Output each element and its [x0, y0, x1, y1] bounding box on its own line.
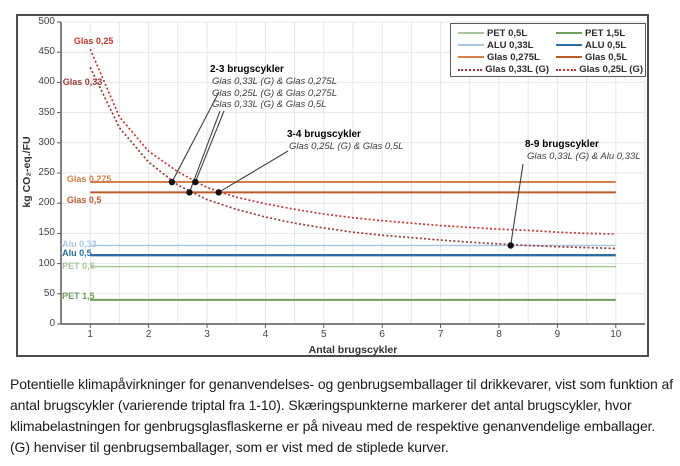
- annotation-line: Glas 0,33L (G) & Glas 0,275L: [212, 76, 337, 87]
- legend-entry-glas033g: Glas 0,33L (G): [451, 64, 549, 76]
- axes: [57, 21, 645, 328]
- series-glas025g: [89, 48, 616, 235]
- legend-entry-glas025g: Glas 0,25L (G): [549, 64, 643, 76]
- y-tick-label: 250: [38, 167, 55, 178]
- series-lines: [89, 48, 616, 301]
- legend-swatch: [556, 44, 582, 47]
- annotation-block: 8-9 brugscykler Glas 0,33L (G) & Alu 0,33…: [525, 139, 641, 163]
- legend-entry-pet15: PET 1,5L: [549, 27, 643, 39]
- intersection-marker: [192, 178, 199, 186]
- x-tick-label: 1: [87, 329, 93, 340]
- y-tick-label: 100: [38, 257, 55, 269]
- legend-entry-glas0275: Glas 0,275L: [451, 51, 549, 63]
- legend-label: PET 1,5L: [585, 27, 626, 39]
- x-axis-title: Antal brugscykler: [308, 344, 398, 356]
- series-label-pet15: PET 1,5: [62, 291, 95, 302]
- legend-label: ALU 0,33L: [487, 39, 534, 51]
- legend-label: Glas 0,275L: [487, 51, 540, 63]
- x-tick-label: 5: [321, 329, 327, 340]
- legend-label: Glas 0,33L (G): [485, 64, 549, 76]
- y-tick-label: 450: [38, 46, 55, 58]
- annotation-line: Glas 0,25L (G) & Glas 0,5L: [289, 141, 404, 152]
- x-tick-label: 2: [145, 329, 152, 340]
- series-label-pet05: PET 0,5: [62, 261, 95, 272]
- annotation-title: 8-9 brugscykler: [525, 139, 599, 150]
- legend-label: Glas 0,5L: [585, 51, 628, 63]
- legend-entry-alu033: ALU 0,33L: [451, 39, 549, 51]
- series-label-alu033: Alu 0,33: [62, 238, 97, 249]
- legend-entry-pet05: PET 0,5L: [451, 27, 549, 39]
- figure-caption: Potentielle klimapåvirkninger for genanv…: [10, 376, 674, 455]
- legend-swatch: [556, 56, 582, 59]
- series-label-glas05: Glas 0,5: [66, 194, 102, 205]
- x-tick-label: 6: [379, 329, 385, 340]
- annotation-block: 3-4 brugscykler Glas 0,25L (G) & Glas 0,5…: [287, 129, 403, 153]
- y-tick-label: 150: [38, 227, 55, 239]
- legend-entry-alu05: ALU 0,5L: [549, 39, 643, 51]
- x-tick-label: 9: [554, 329, 561, 340]
- x-tick-label: 4: [262, 329, 269, 340]
- legend-grid: PET 0,5L PET 1,5L ALU 0,33L ALU 0,5L Glas 0,…: [451, 24, 645, 76]
- legend-swatch: [458, 32, 484, 35]
- series-label-glas033g: Glas 0,33: [62, 76, 103, 87]
- legend-swatch: [458, 68, 483, 71]
- legend: PET 0,5L PET 1,5L ALU 0,33L ALU 0,5L Glas 0,…: [450, 23, 646, 77]
- leader-lines: [171, 91, 524, 246]
- intersection-marker: [507, 242, 514, 249]
- chart-plot-svg: [57, 21, 646, 328]
- legend-label: ALU 0,5L: [585, 39, 627, 51]
- series-glas033g: [89, 66, 616, 250]
- annotation-line: Glas 0,33L (G) & Alu 0,33L: [527, 151, 641, 162]
- y-tick-label: 200: [38, 197, 55, 209]
- series-label-glas025g: Glas 0,25: [73, 35, 114, 46]
- annotation-line: Glas 0,33L (G) & Glas 0,5L: [212, 99, 327, 110]
- chart-figure: kg CO₂-eq./FU Antal brugscykler 0 50 100 15…: [16, 14, 649, 357]
- series-label-alu05: Alu 0,5: [62, 248, 92, 259]
- x-tick-label: 10: [610, 329, 622, 340]
- legend-label: Glas 0,25L (G): [579, 64, 643, 76]
- y-tick-label: 50: [43, 287, 55, 299]
- intersection-marker: [215, 189, 222, 196]
- x-tick-label: 8: [496, 329, 502, 340]
- annotation-line: Glas 0,25L (G) & Glas 0,275L: [212, 87, 337, 99]
- y-tick-label: 300: [38, 136, 55, 148]
- y-tick-label: 0: [49, 318, 55, 329]
- x-tick-label: 3: [204, 329, 210, 340]
- annotation-title: 3-4 brugscykler: [287, 129, 361, 140]
- intersection-marker: [186, 189, 193, 196]
- annotation-block: 2-3 brugscykler Glas 0,33L (G) & Glas 0,2…: [210, 64, 337, 111]
- legend-label: PET 0,5L: [487, 27, 528, 39]
- x-tick-label: 7: [437, 329, 444, 340]
- annotation-title: 2-3 brugscykler: [210, 64, 284, 75]
- y-tick-label: 350: [38, 106, 55, 118]
- y-tick-label: 400: [38, 76, 55, 88]
- grid: [61, 21, 646, 324]
- legend-swatch: [556, 68, 577, 71]
- legend-swatch: [458, 44, 484, 47]
- legend-swatch: [556, 32, 582, 35]
- intersection-markers: [168, 178, 514, 249]
- series-label-glas0275: Glas 0,275: [66, 173, 112, 184]
- intersection-marker: [168, 178, 176, 186]
- legend-swatch: [458, 56, 484, 59]
- legend-entry-glas05: Glas 0,5L: [549, 51, 643, 63]
- y-tick-label: 500: [38, 16, 55, 27]
